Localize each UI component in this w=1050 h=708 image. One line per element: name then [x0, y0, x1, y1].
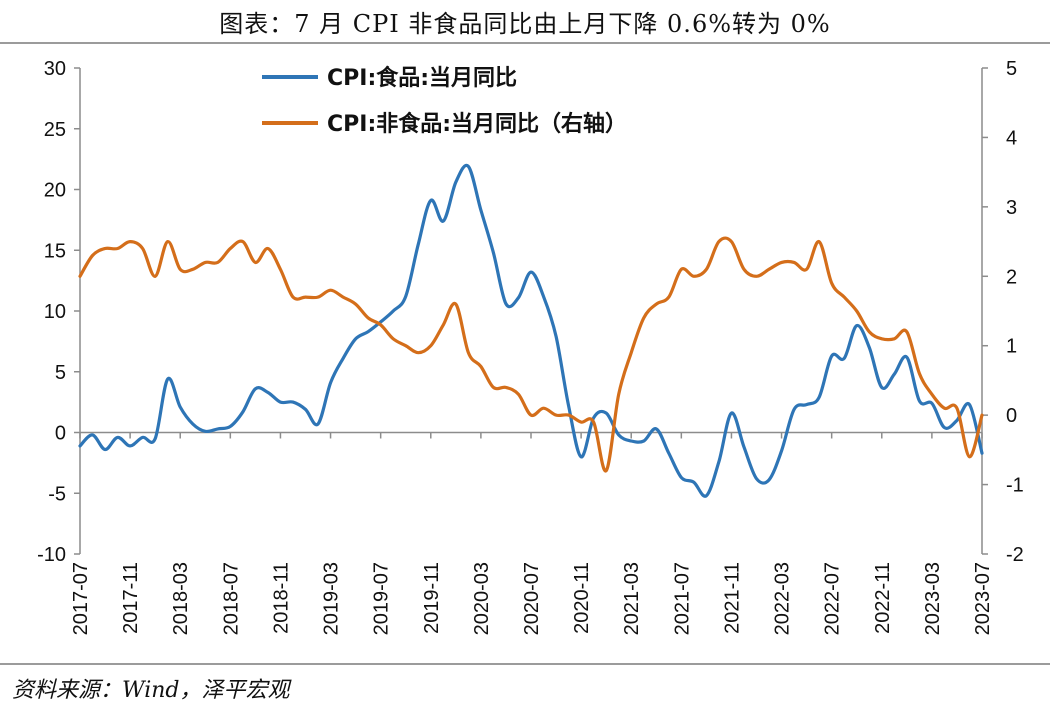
left-tick-label: -10	[37, 544, 66, 566]
left-tick-label: 0	[55, 423, 66, 445]
x-tick-label: 2018-03	[170, 562, 192, 635]
right-tick-label: 0	[1006, 405, 1017, 427]
top-divider	[0, 42, 1050, 44]
x-tick-label: 2022-11	[872, 562, 894, 634]
left-tick-label: -5	[48, 483, 66, 505]
source-note: 资料来源：Wind，泽平宏观	[12, 678, 290, 703]
chart-title: 图表：7 月 CPI 非食品同比由上月下降 0.6%转为 0%	[219, 10, 831, 38]
x-tick-label: 2017-11	[120, 562, 142, 634]
left-tick-label: 25	[44, 119, 66, 141]
chart-legend: CPI:食品:当月同比 CPI:非食品:当月同比（右轴）	[262, 65, 627, 137]
legend-label-food: CPI:食品:当月同比	[327, 65, 517, 91]
left-tick-label: 20	[44, 180, 66, 202]
x-tick-label: 2018-11	[270, 562, 292, 634]
right-tick-label: 3	[1006, 197, 1017, 219]
left-tick-label: 10	[44, 301, 66, 323]
series-line-food	[78, 163, 984, 498]
legend-label-nonfood: CPI:非食品:当月同比（右轴）	[327, 111, 627, 137]
x-tick-label: 2020-11	[571, 562, 593, 634]
right-tick-label: 4	[1006, 127, 1017, 149]
right-tick-label: 2	[1006, 266, 1017, 288]
x-tick-label: 2020-07	[521, 562, 543, 635]
right-tick-label: 5	[1006, 58, 1017, 80]
x-tick-label: 2019-03	[321, 562, 343, 635]
x-tick-label: 2023-07	[972, 562, 994, 635]
x-tick-label: 2022-03	[772, 562, 794, 635]
x-tick-label: 2021-03	[621, 562, 643, 635]
x-tick-label: 2021-07	[671, 562, 693, 635]
series-line-nonfood	[78, 236, 984, 473]
x-tick-label: 2018-07	[220, 562, 242, 635]
left-tick-label: 30	[44, 58, 66, 80]
bottom-divider	[0, 663, 1050, 665]
series-layer	[78, 163, 984, 498]
right-tick-label: -2	[1006, 544, 1024, 566]
x-tick-label: 2019-07	[371, 562, 393, 635]
left-tick-label: 15	[44, 240, 66, 262]
x-tick-label: 2023-03	[922, 562, 944, 635]
right-tick-label: 1	[1006, 336, 1017, 358]
left-tick-label: 5	[55, 362, 66, 384]
x-tick-label: 2022-07	[822, 562, 844, 635]
x-tick-label: 2020-03	[471, 562, 493, 635]
x-tick-label: 2021-11	[721, 562, 743, 634]
x-tick-label: 2019-11	[421, 562, 443, 634]
x-tick-label: 2017-07	[70, 562, 92, 635]
right-tick-label: -1	[1006, 475, 1024, 497]
